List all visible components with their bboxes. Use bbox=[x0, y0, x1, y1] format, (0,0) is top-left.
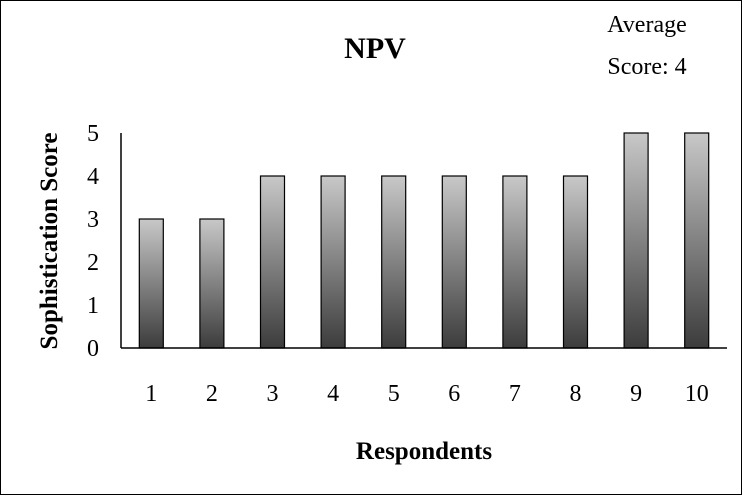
x-tick-label: 6 bbox=[448, 381, 460, 407]
bar bbox=[441, 175, 467, 349]
x-tick-label: 8 bbox=[570, 381, 582, 407]
x-tick-label: 5 bbox=[388, 381, 400, 407]
bar bbox=[138, 218, 164, 349]
x-axis-label: Respondents bbox=[356, 438, 492, 465]
y-axis-ticks: 0 1 2 3 4 5 bbox=[87, 121, 99, 362]
y-tick-label: 4 bbox=[87, 164, 99, 190]
x-tick-label: 7 bbox=[509, 381, 521, 407]
x-tick-label: 10 bbox=[685, 381, 709, 407]
chart-title: NPV bbox=[344, 32, 406, 65]
bar bbox=[623, 132, 649, 349]
x-tick-label: 4 bbox=[327, 381, 339, 407]
bar bbox=[259, 175, 286, 349]
bar bbox=[320, 175, 346, 349]
bar bbox=[684, 132, 710, 349]
bars bbox=[138, 132, 710, 349]
y-tick-label: 5 bbox=[87, 121, 99, 147]
y-tick-label: 0 bbox=[87, 336, 99, 362]
y-axis-label: Sophistication Score bbox=[36, 133, 63, 350]
bar bbox=[502, 175, 528, 349]
bar bbox=[199, 218, 225, 349]
x-tick-label: 9 bbox=[630, 381, 642, 407]
average-score-annotation-line-2: Score: 4 bbox=[607, 54, 686, 80]
y-tick-label: 1 bbox=[87, 293, 99, 319]
y-tick-label: 2 bbox=[87, 250, 99, 276]
x-axis-ticks: 1 2 3 4 5 6 7 8 9 10 bbox=[145, 381, 708, 407]
x-tick-label: 3 bbox=[267, 381, 279, 407]
x-tick-label: 2 bbox=[206, 381, 218, 407]
x-tick-label: 1 bbox=[145, 381, 157, 407]
y-tick-label: 3 bbox=[87, 207, 99, 233]
bar bbox=[562, 175, 589, 349]
bar bbox=[381, 175, 407, 349]
average-score-annotation-line-1: Average bbox=[607, 12, 687, 38]
